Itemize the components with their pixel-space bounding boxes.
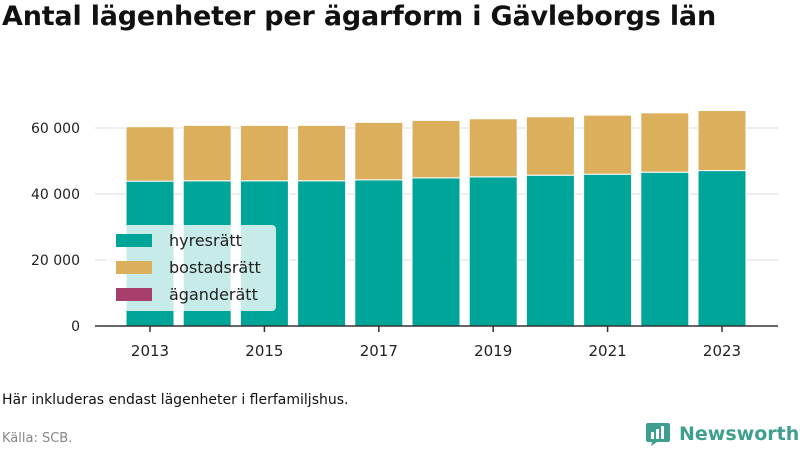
legend-swatch — [116, 234, 152, 247]
source-label: Källa: SCB. — [2, 431, 73, 446]
brand-name: Newsworthy — [679, 423, 800, 445]
y-tick-label: 20 000 — [31, 253, 80, 269]
bar-hyresrätt-2017 — [354, 179, 404, 327]
x-tick-label: 2023 — [703, 342, 741, 360]
bar-bostadsrätt-2020 — [525, 116, 575, 176]
bar-hyresrätt-2022 — [640, 171, 690, 327]
y-tick-label: 60 000 — [31, 121, 80, 137]
bar-hyresrätt-2021 — [583, 173, 633, 327]
bar-bostadsrätt-2022 — [640, 112, 690, 173]
bar-bostadsrätt-2018 — [411, 119, 461, 179]
x-tick-label: 2013 — [131, 342, 169, 360]
legend-label: äganderätt — [169, 285, 258, 304]
chart-note: Här inkluderas endast lägenheter i flerf… — [2, 392, 349, 408]
legend: hyresrätt bostadsrätt äganderätt — [106, 225, 276, 311]
bar-hyresrätt-2019 — [468, 176, 518, 327]
bar-bostadsrätt-2015 — [239, 124, 289, 182]
x-tick-label: 2015 — [245, 342, 283, 360]
bar-hyresrätt-2018 — [411, 177, 461, 327]
stacked-bar-chart: 0 20 000 40 000 60 000 2013 2015 2017 2019 2021 2… — [31, 110, 778, 360]
bar-bostadsrätt-2019 — [468, 118, 518, 178]
brand-logo: Newsworthy — [645, 420, 800, 448]
legend-label: bostadsrätt — [169, 258, 261, 277]
bar-bostadsrätt-2017 — [354, 121, 404, 181]
legend-swatch — [116, 261, 152, 274]
bar-bostadsrätt-2023 — [697, 110, 747, 172]
chart-title: Antal lägenheter per ägarform i Gävlebor… — [2, 1, 716, 32]
bar-hyresrätt-2023 — [697, 170, 747, 327]
x-tick-label: 2017 — [360, 342, 398, 360]
bar-hyresrätt-2016 — [297, 180, 347, 327]
legend-swatch — [116, 288, 152, 301]
bar-bostadsrätt-2021 — [583, 114, 633, 175]
bar-bostadsrätt-2014 — [182, 124, 232, 182]
newsworthy-logo-icon — [646, 423, 670, 446]
bar-bostadsrätt-2013 — [125, 126, 175, 182]
x-tick-label: 2019 — [474, 342, 512, 360]
axes: 0 20 000 40 000 60 000 2013 2015 2017 2019 2021 2… — [31, 121, 778, 360]
y-tick-label: 0 — [71, 319, 80, 335]
y-tick-label: 40 000 — [31, 187, 80, 203]
bar-bostadsrätt-2016 — [297, 124, 347, 182]
legend-label: hyresrätt — [169, 231, 242, 250]
x-tick-label: 2021 — [589, 342, 627, 360]
bar-hyresrätt-2020 — [525, 174, 575, 327]
